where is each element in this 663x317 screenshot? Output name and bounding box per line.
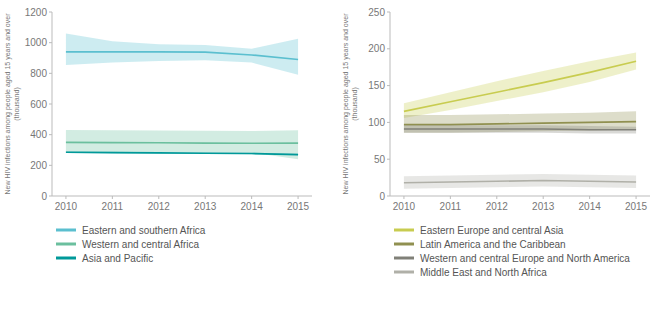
y-axis-label-line: (thousand) [13,87,21,120]
y-axis-label: New HIV infections among people aged 15 … [342,13,359,195]
x-tick [205,196,206,199]
series-line [66,152,298,154]
legend-swatch [56,257,76,260]
x-tick-label: 2010 [55,201,78,212]
panel: 0 200 400 600 800 1000 1200 2010 2011 2012 2013 201… [4,7,312,264]
series-line [404,128,636,130]
y-tick-label: 0 [379,191,385,202]
uncertainty-band [404,52,636,118]
x-tick-label: 2014 [241,201,264,212]
series-line [404,61,636,111]
y-tick [49,134,52,135]
x-tick [298,196,299,199]
series-line [404,122,636,125]
x-tick-label: 2015 [625,201,648,212]
legend-swatch [394,229,414,232]
uncertainty-band [404,174,636,189]
x-tick [251,196,252,199]
x-tick [450,196,451,199]
y-axis-label-line: New HIV infections among people aged 15 … [4,13,12,195]
x-tick-label: 2015 [287,201,310,212]
x-tick [636,196,637,199]
legend-swatch [394,257,414,260]
legend: Eastern and southern Africa Western and c… [56,225,206,264]
y-tick [387,122,390,123]
uncertainty-band [66,33,298,74]
y-tick-label: 200 [368,43,385,54]
legend-swatch [56,229,76,232]
legend-label: Latin America and the Caribbean [420,239,566,250]
y-axis-label: New HIV infections among people aged 15 … [4,13,21,195]
y-tick [387,196,390,197]
x-tick-label: 2010 [393,201,416,212]
y-tick [49,165,52,166]
x-tick [403,196,404,199]
y-tick-label: 200 [30,160,47,171]
legend-label: Western and central Africa [82,239,200,250]
x-tick-label: 2011 [102,201,124,212]
plot-area [404,52,636,188]
y-axis-line [390,12,391,196]
y-tick-label: 250 [368,7,385,18]
legend-swatch [56,243,76,246]
x-tick [158,196,159,199]
y-tick [387,85,390,86]
series-line [66,52,298,60]
legend: Eastern Europe and central Asia Latin Ame… [394,225,630,278]
legend-swatch [394,271,414,274]
x-tick-label: 2012 [148,201,171,212]
x-tick-label: 2013 [194,201,217,212]
chart-canvas: 0200400600800100012002010201120122013201… [0,0,663,317]
legend-label: Western and central Europe and North Ame… [420,253,630,264]
x-tick [112,196,113,199]
y-tick-label: 100 [368,117,385,128]
x-tick-label: 2011 [440,201,462,212]
y-tick-label: 1000 [25,37,48,48]
legend-label: Asia and Pacific [82,253,153,264]
x-tick-label: 2014 [579,201,602,212]
y-tick-label: 150 [368,80,385,91]
y-tick-label: 50 [374,154,386,165]
x-tick [496,196,497,199]
y-tick [49,73,52,74]
x-tick [589,196,590,199]
legend-label: Middle East and North Africa [420,267,547,278]
panel: 0 50 100 150 200 250 2010 2011 2012 2013 2014 2015 N… [342,7,650,278]
y-tick [49,196,52,197]
y-tick [387,12,390,13]
uncertainty-band [66,152,298,156]
y-tick-label: 600 [30,99,47,110]
y-axis-label-line: New HIV infections among people aged 15 … [342,13,350,195]
x-tick-label: 2013 [532,201,555,212]
legend-swatch [394,243,414,246]
x-tick-label: 2012 [486,201,509,212]
y-axis-label-line: (thousand) [351,87,359,120]
y-tick [49,104,52,105]
uncertainty-band [66,130,298,159]
y-tick-label: 1200 [25,7,48,18]
x-tick [65,196,66,199]
plot-area [66,33,298,159]
uncertainty-band [404,111,636,132]
x-axis-line [390,196,650,197]
y-tick [49,42,52,43]
legend-label: Eastern and southern Africa [82,225,206,236]
x-tick [543,196,544,199]
series-line [404,181,636,183]
series-line [66,142,298,145]
y-tick [49,12,52,13]
y-tick-label: 800 [30,68,47,79]
x-axis-line [52,196,312,197]
y-tick-label: 0 [41,191,47,202]
y-tick [387,159,390,160]
legend-label: Eastern Europe and central Asia [420,225,564,236]
y-tick-label: 400 [30,129,47,140]
uncertainty-band [404,125,636,133]
y-tick [387,48,390,49]
